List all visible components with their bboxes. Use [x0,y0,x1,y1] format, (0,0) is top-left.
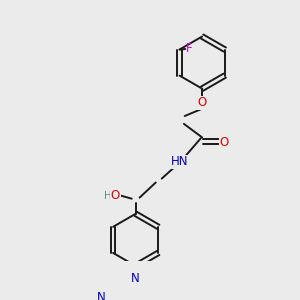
Text: O: O [220,136,229,148]
Text: F: F [185,42,192,55]
Text: N: N [131,272,140,286]
Text: HN: HN [171,155,189,168]
Text: O: O [197,97,207,110]
Text: O: O [111,189,120,202]
Text: N: N [97,291,106,300]
Text: H: H [104,190,112,201]
